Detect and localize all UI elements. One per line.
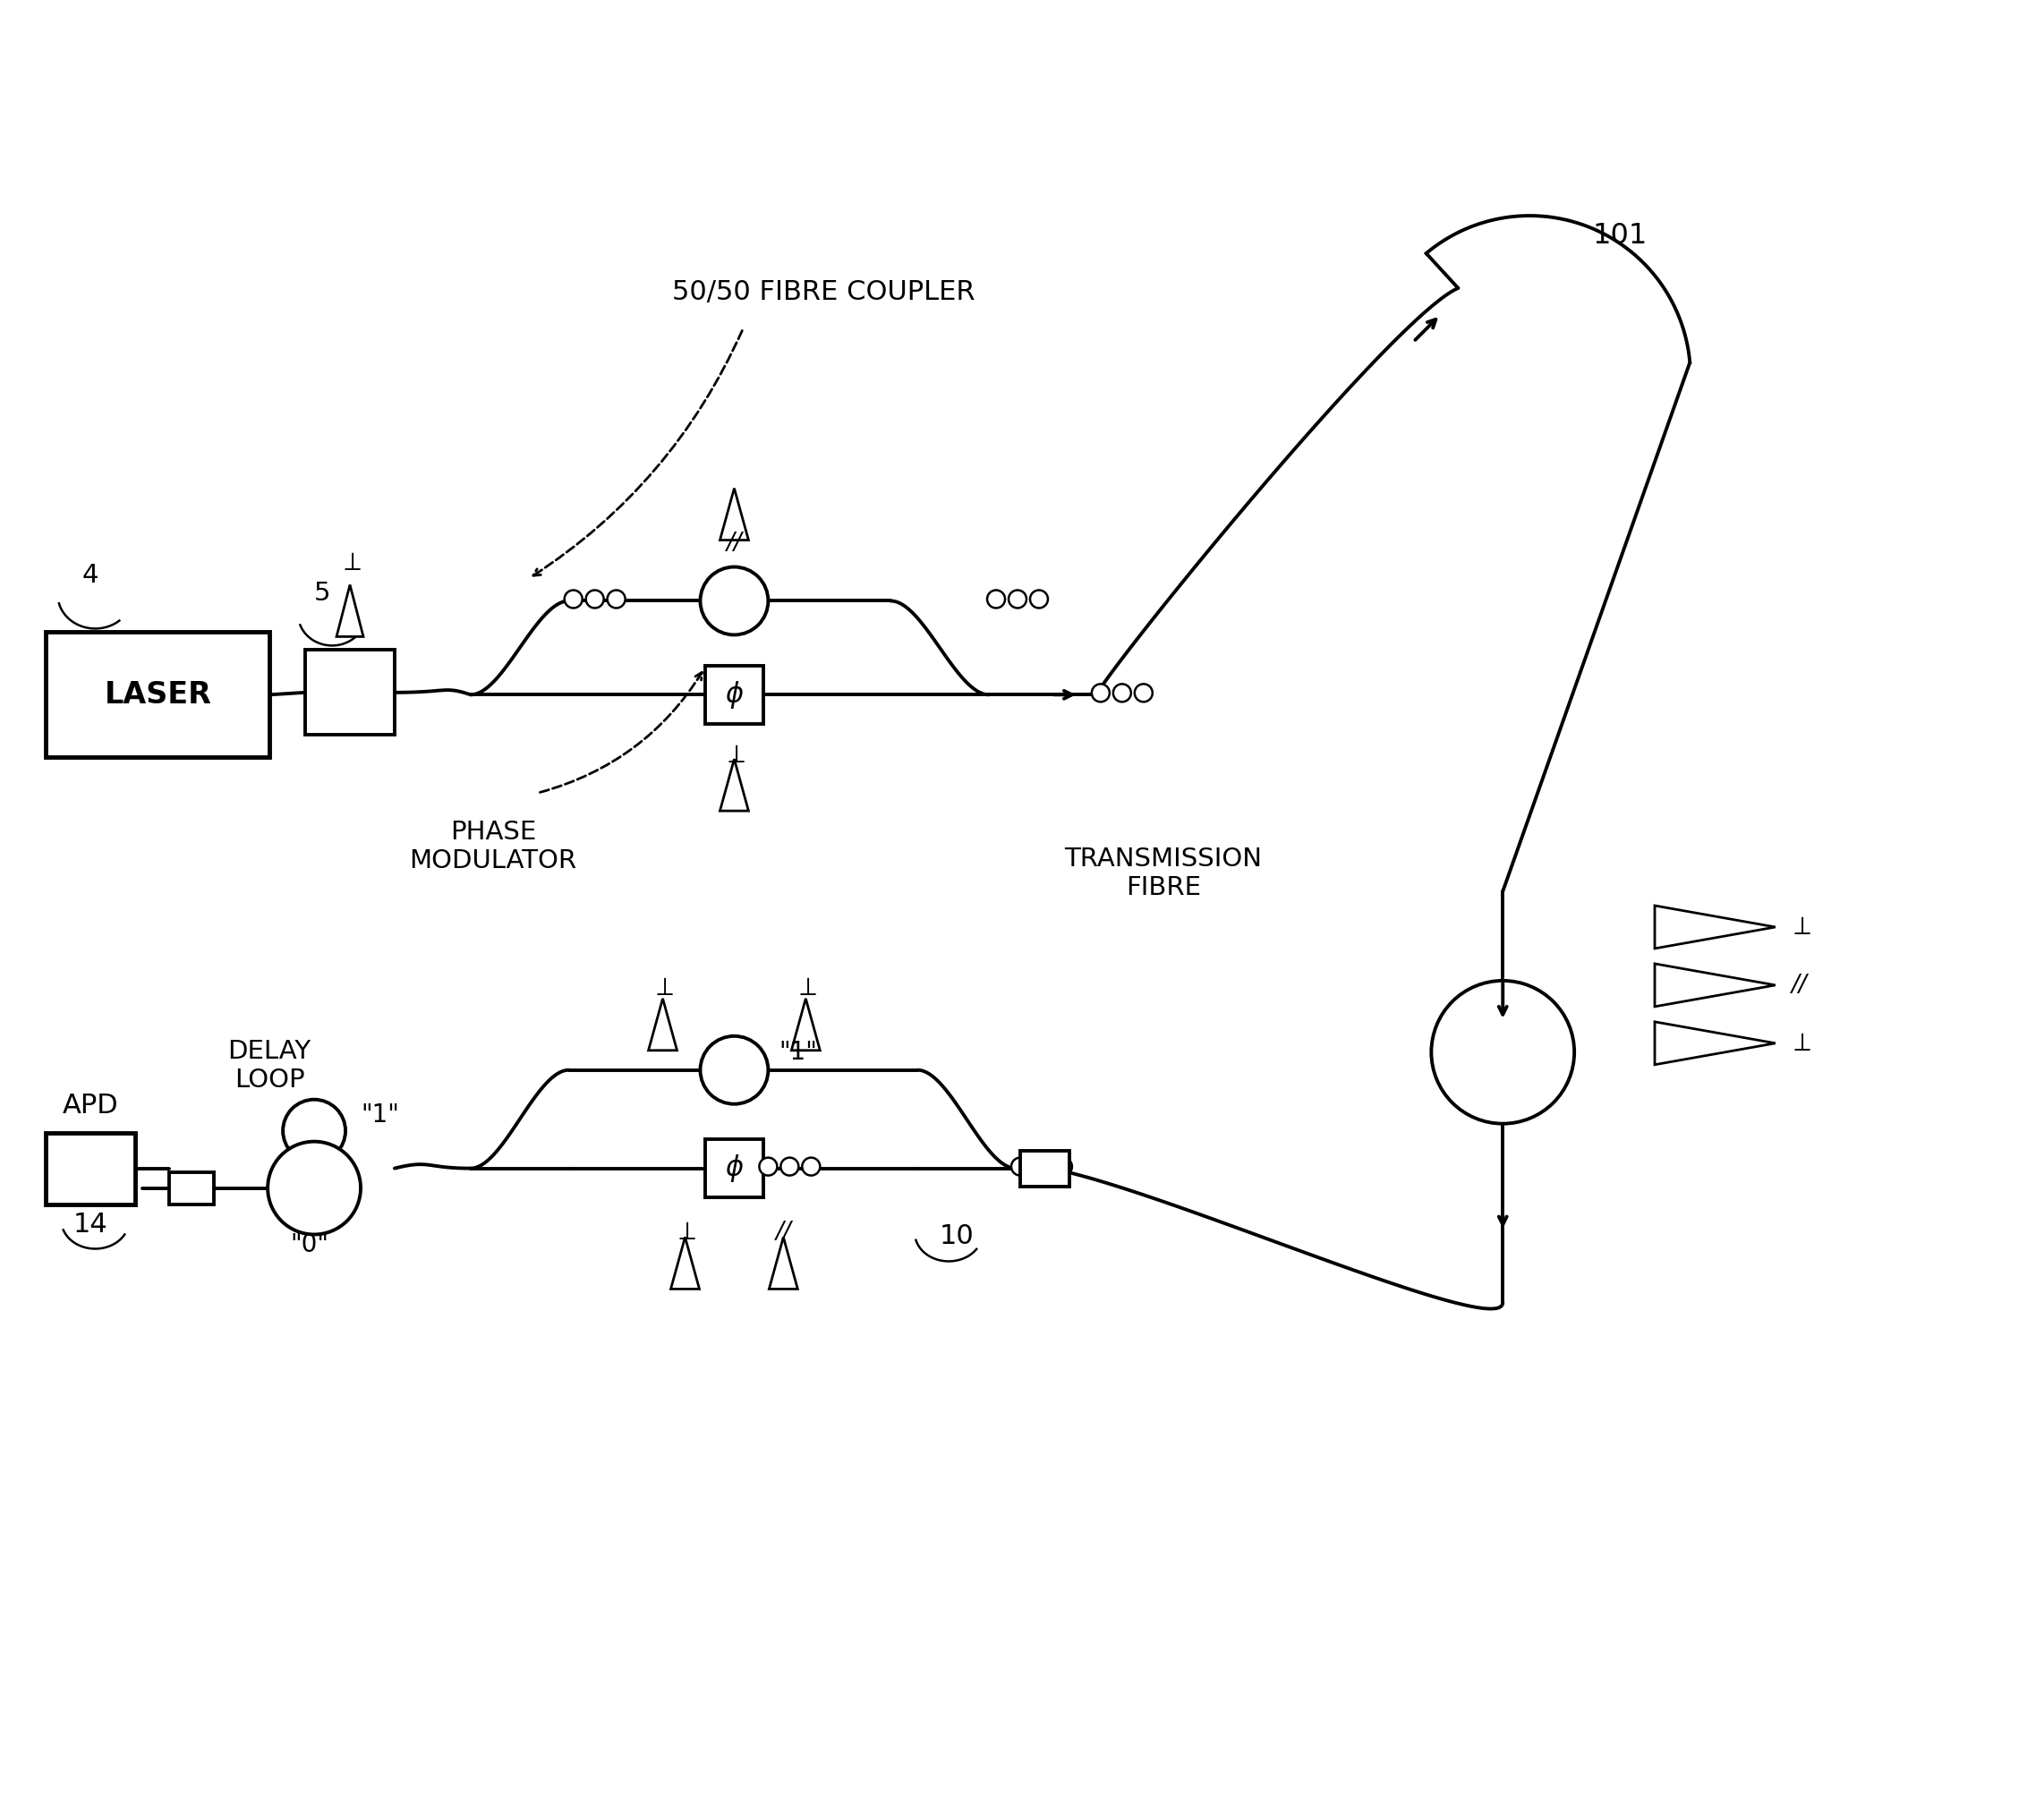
Polygon shape — [1656, 906, 1776, 948]
Text: 14: 14 — [74, 1213, 108, 1238]
Circle shape — [701, 567, 769, 635]
Circle shape — [1091, 684, 1110, 702]
Circle shape — [282, 1099, 345, 1162]
Text: DELAY
LOOP: DELAY LOOP — [227, 1039, 311, 1093]
Text: 10: 10 — [940, 1224, 975, 1249]
Text: $\perp$: $\perp$ — [337, 549, 362, 575]
Circle shape — [1114, 684, 1130, 702]
Circle shape — [1008, 591, 1026, 607]
Text: //: // — [775, 1220, 791, 1244]
Polygon shape — [1656, 1023, 1776, 1064]
Circle shape — [701, 1035, 769, 1104]
Circle shape — [1431, 981, 1574, 1124]
Text: $\perp$: $\perp$ — [1788, 1032, 1811, 1055]
Text: $\perp$: $\perp$ — [650, 975, 675, 1001]
Circle shape — [1012, 1159, 1028, 1175]
Text: 4: 4 — [82, 564, 98, 589]
Circle shape — [1453, 1003, 1551, 1100]
Text: "1": "1" — [779, 1039, 818, 1064]
Circle shape — [564, 591, 583, 607]
Bar — [47, 1133, 135, 1204]
Circle shape — [1032, 1159, 1051, 1175]
Text: APD: APD — [63, 1093, 119, 1119]
Text: TRANSMISSION
FIBRE: TRANSMISSION FIBRE — [1065, 847, 1261, 901]
Circle shape — [1055, 1159, 1071, 1175]
Bar — [170, 1171, 215, 1204]
Text: $\perp$: $\perp$ — [722, 743, 746, 769]
Polygon shape — [337, 586, 364, 636]
Bar — [305, 651, 394, 734]
Text: $\perp$: $\perp$ — [672, 1220, 697, 1246]
Polygon shape — [670, 1236, 699, 1289]
Polygon shape — [719, 488, 748, 540]
Circle shape — [1134, 684, 1153, 702]
Text: 101: 101 — [1592, 221, 1647, 250]
Bar — [47, 633, 270, 758]
Bar — [705, 665, 762, 723]
Circle shape — [781, 1159, 799, 1175]
Text: PHASE
MODULATOR: PHASE MODULATOR — [409, 819, 576, 874]
Text: $\phi$: $\phi$ — [726, 1153, 744, 1184]
Text: $\phi$: $\phi$ — [726, 680, 744, 711]
Text: "0": "0" — [290, 1233, 329, 1258]
Text: LASER: LASER — [104, 680, 211, 709]
Bar — [705, 1139, 762, 1197]
Text: //: // — [726, 531, 742, 555]
Polygon shape — [791, 999, 820, 1050]
Circle shape — [987, 591, 1006, 607]
Text: "1": "1" — [360, 1102, 399, 1128]
Circle shape — [268, 1142, 360, 1235]
Polygon shape — [719, 760, 748, 810]
Text: $\perp$: $\perp$ — [1788, 914, 1811, 939]
Text: $\perp$: $\perp$ — [793, 975, 818, 1001]
Circle shape — [607, 591, 625, 607]
Circle shape — [758, 1159, 777, 1175]
Text: 50/50 FIBRE COUPLER: 50/50 FIBRE COUPLER — [672, 279, 975, 306]
Circle shape — [1030, 591, 1049, 607]
Polygon shape — [1656, 965, 1776, 1006]
Circle shape — [587, 591, 603, 607]
Text: //: // — [1793, 974, 1807, 997]
Polygon shape — [769, 1236, 797, 1289]
Circle shape — [801, 1159, 820, 1175]
Polygon shape — [648, 999, 677, 1050]
Bar — [1020, 1151, 1069, 1186]
Text: 5: 5 — [315, 582, 331, 606]
